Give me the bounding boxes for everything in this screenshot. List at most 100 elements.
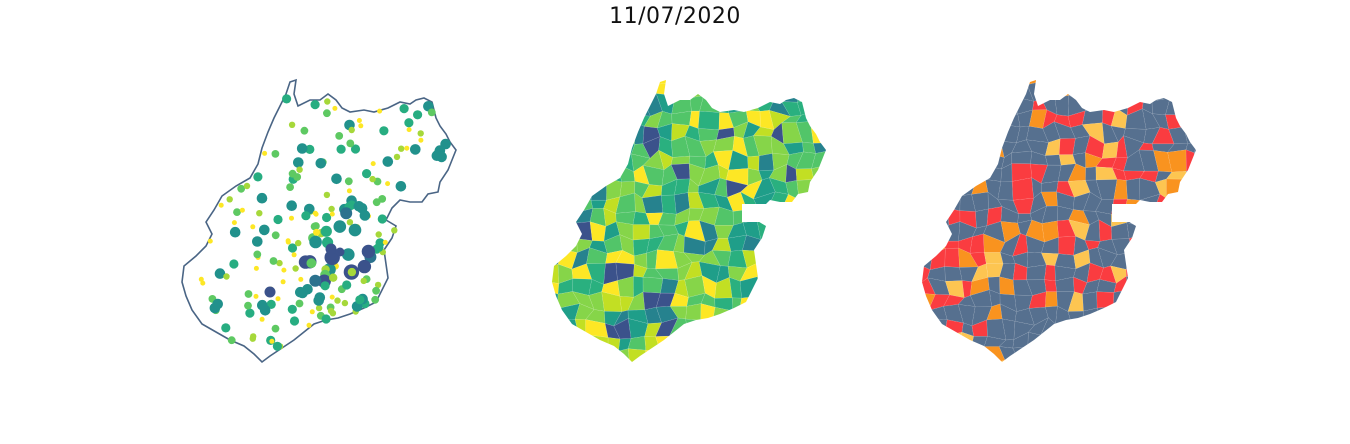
municipality-region xyxy=(1168,205,1186,228)
municipality-region xyxy=(1181,80,1196,89)
municipality-region xyxy=(1167,279,1189,296)
municipality-region xyxy=(1011,80,1033,86)
municipality-region xyxy=(797,293,817,313)
municipality-region xyxy=(1113,305,1133,325)
municipality-bubble xyxy=(252,236,263,247)
municipality-region xyxy=(576,154,592,173)
municipality-bubble xyxy=(323,191,331,199)
municipality-region xyxy=(562,212,577,227)
municipality-region xyxy=(1139,219,1161,239)
municipality-region xyxy=(1151,82,1173,102)
municipality-region xyxy=(673,359,692,362)
municipality-region xyxy=(922,360,932,362)
municipality-region xyxy=(552,80,562,85)
municipality-region xyxy=(593,351,609,362)
municipality-bubble xyxy=(353,201,365,212)
municipality-bubble xyxy=(200,280,206,286)
municipality-region xyxy=(617,80,635,102)
municipality-region xyxy=(1142,362,1156,379)
municipality-region xyxy=(599,163,623,183)
municipality-bubble xyxy=(229,226,241,238)
choropleth-viridis-regions xyxy=(552,80,844,376)
municipality-region xyxy=(1156,248,1174,271)
municipality-region xyxy=(1081,337,1103,355)
municipality-region xyxy=(955,138,977,151)
municipality-region xyxy=(984,80,1000,102)
municipality-region xyxy=(930,100,948,115)
municipality-region xyxy=(552,345,559,362)
municipality-region xyxy=(1152,276,1174,295)
municipality-bubble xyxy=(313,228,320,236)
municipality-region xyxy=(591,125,605,143)
municipality-region xyxy=(927,137,947,154)
municipality-region xyxy=(999,80,1015,82)
municipality-region xyxy=(575,80,590,103)
municipality-region xyxy=(1193,290,1196,308)
municipality-region xyxy=(789,281,804,294)
municipality-bubble xyxy=(328,205,335,213)
municipality-region xyxy=(1126,177,1141,201)
municipality-region xyxy=(1056,348,1072,362)
municipality-region xyxy=(1068,335,1087,353)
municipality-bubble xyxy=(329,273,338,282)
municipality-region xyxy=(975,163,986,181)
municipality-bubble xyxy=(309,309,315,315)
municipality-region xyxy=(604,359,622,362)
municipality-region xyxy=(590,178,607,201)
municipality-bubble xyxy=(305,144,315,154)
municipality-region xyxy=(971,179,989,195)
municipality-region xyxy=(1186,279,1196,296)
municipality-bubble xyxy=(309,235,322,249)
municipality-region xyxy=(958,122,977,145)
municipality-bubble xyxy=(272,341,282,351)
municipality-region xyxy=(1115,349,1131,362)
municipality-region xyxy=(1029,359,1047,362)
municipality-region xyxy=(825,150,826,170)
municipality-region xyxy=(930,110,948,128)
municipality-region xyxy=(784,303,805,325)
municipality-region xyxy=(740,81,761,102)
municipality-region xyxy=(1197,94,1215,116)
municipality-region xyxy=(941,240,959,249)
municipality-region xyxy=(1167,266,1188,282)
municipality-region xyxy=(814,191,826,214)
municipality-bubble xyxy=(413,110,423,120)
municipality-region xyxy=(787,262,804,283)
municipality-bubble xyxy=(358,123,364,129)
municipality-region xyxy=(922,137,936,159)
municipality-bubble xyxy=(306,258,317,269)
municipality-region xyxy=(1185,149,1195,172)
municipality-region xyxy=(1193,304,1196,320)
municipality-region xyxy=(943,360,964,362)
municipality-region xyxy=(563,194,579,214)
municipality-bubble xyxy=(348,223,362,237)
municipality-bubble xyxy=(371,295,380,304)
municipality-region xyxy=(796,179,817,200)
municipality-region xyxy=(813,177,826,194)
municipality-bubble xyxy=(369,175,376,183)
municipality-region xyxy=(922,192,936,208)
municipality-region xyxy=(1096,306,1115,325)
municipality-bubble xyxy=(264,286,276,298)
municipality-bubble xyxy=(223,273,230,280)
municipality-region xyxy=(1179,265,1196,282)
municipality-region xyxy=(1154,205,1171,228)
municipality-region xyxy=(669,334,691,351)
municipality-region xyxy=(1155,219,1175,239)
municipality-region xyxy=(552,263,560,284)
municipality-region xyxy=(605,80,620,89)
municipality-region xyxy=(726,307,749,323)
municipality-region xyxy=(815,281,826,297)
municipality-region xyxy=(987,123,1005,144)
municipality-region xyxy=(552,122,563,142)
municipality-region xyxy=(829,123,844,143)
municipality-region xyxy=(1171,303,1187,324)
municipality-bubble xyxy=(406,127,412,133)
municipality-region xyxy=(929,248,946,271)
municipality-region xyxy=(922,165,935,186)
municipality-bubble xyxy=(244,301,252,310)
municipality-region xyxy=(739,295,763,310)
municipality-region xyxy=(675,348,692,362)
municipality-region xyxy=(645,364,660,376)
municipality-bubble xyxy=(329,211,335,217)
